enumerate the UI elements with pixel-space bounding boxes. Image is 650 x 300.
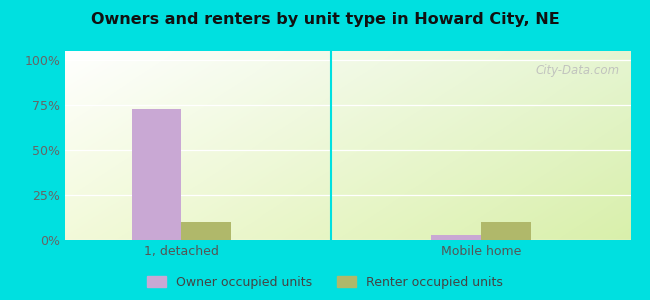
- Text: City-Data.com: City-Data.com: [535, 64, 619, 77]
- Bar: [131, 109, 181, 240]
- Text: Owners and renters by unit type in Howard City, NE: Owners and renters by unit type in Howar…: [90, 12, 560, 27]
- Bar: [181, 222, 231, 240]
- Bar: [481, 222, 530, 240]
- Legend: Owner occupied units, Renter occupied units: Owner occupied units, Renter occupied un…: [142, 271, 508, 294]
- Bar: [431, 235, 481, 240]
